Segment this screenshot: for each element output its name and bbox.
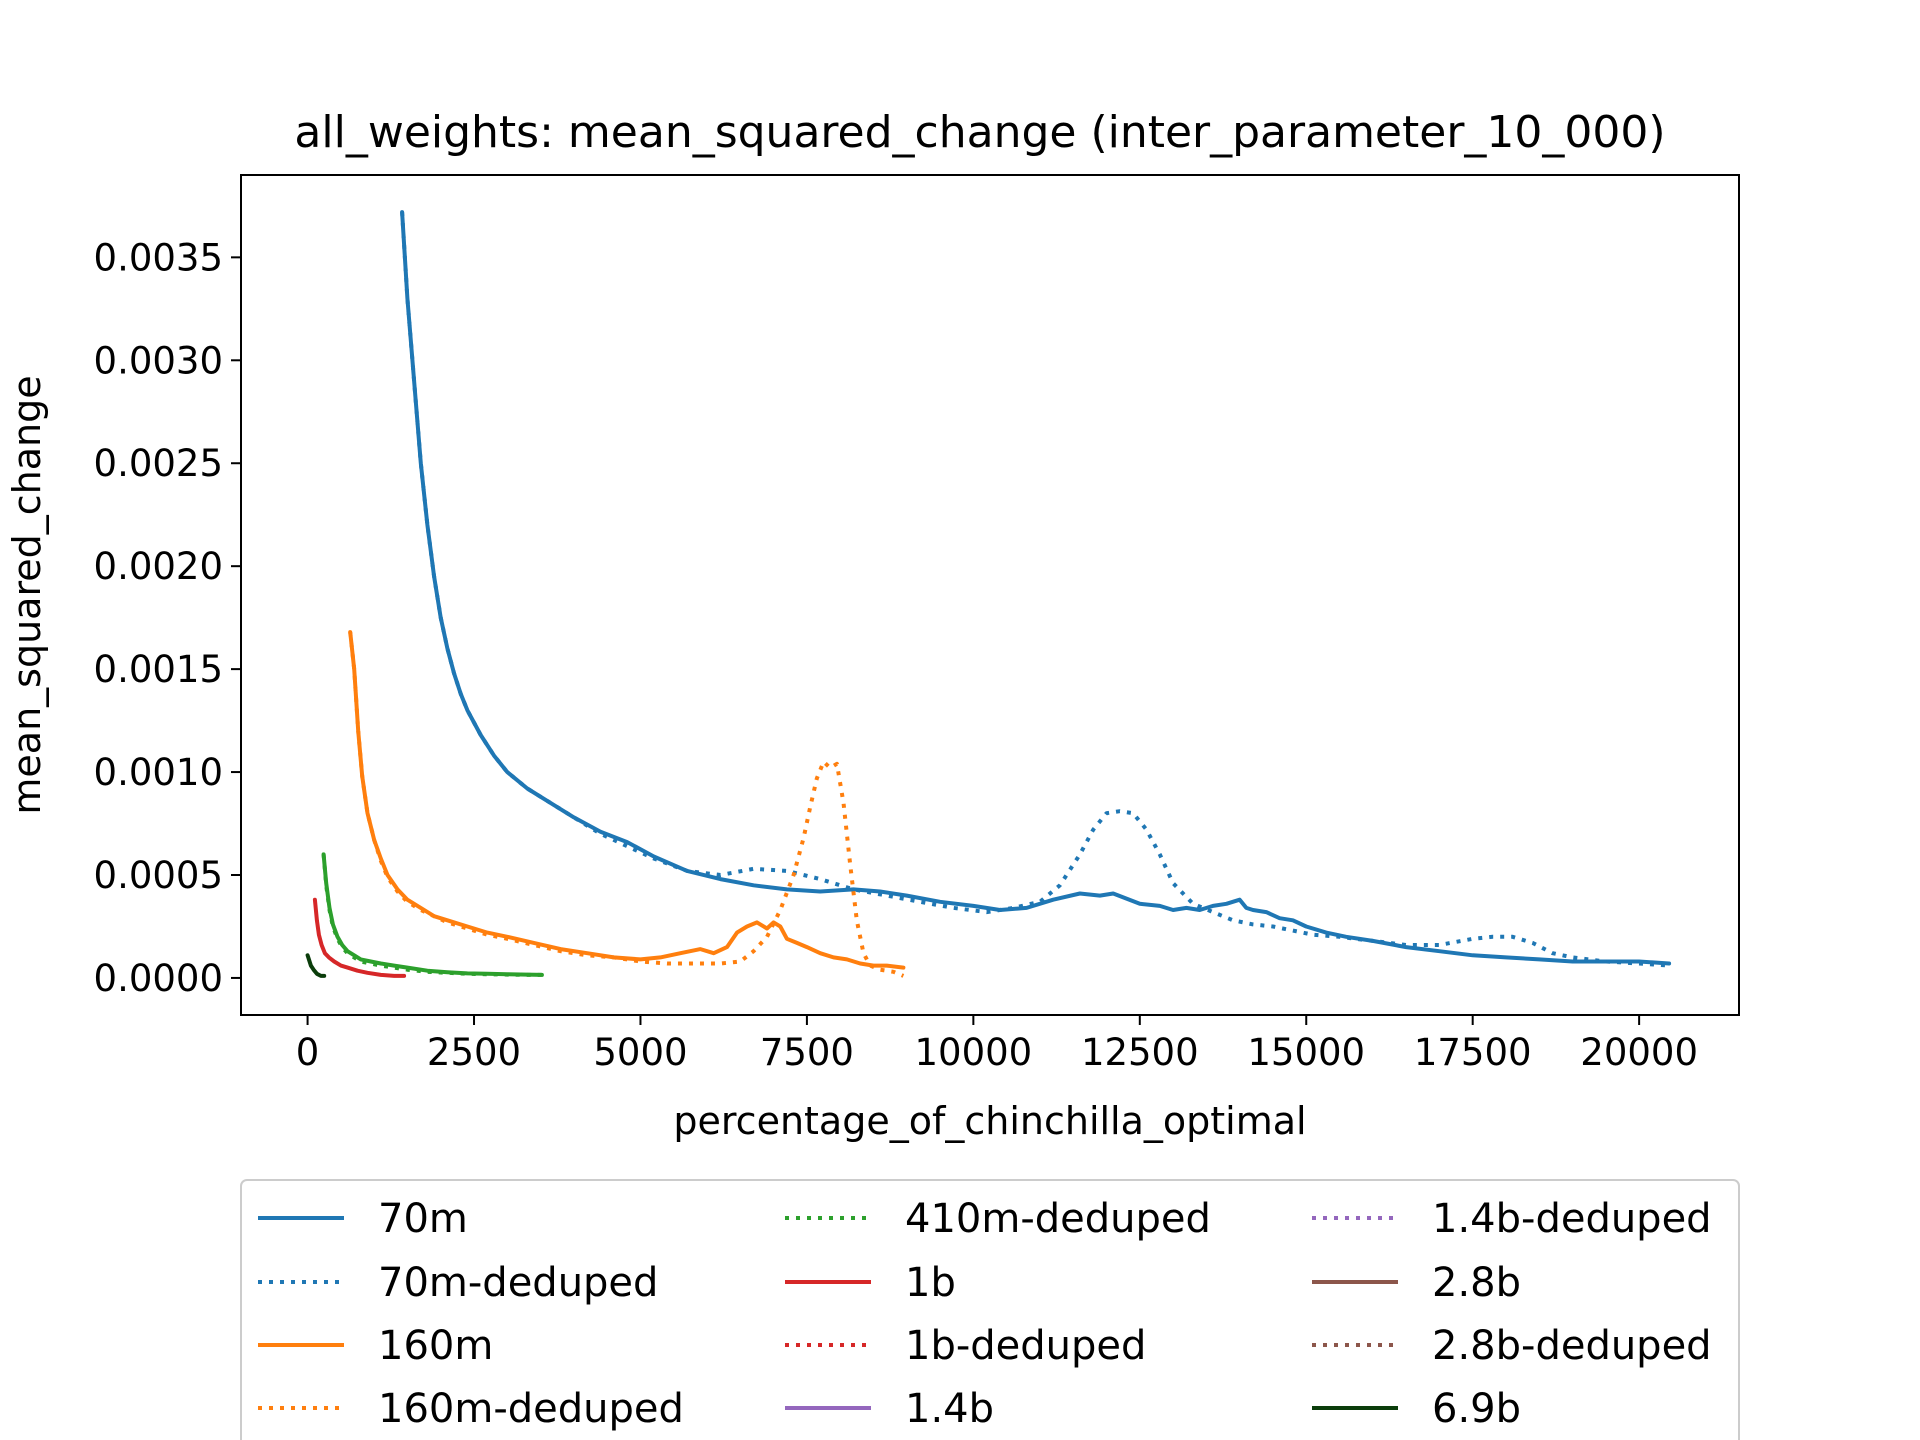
- y-tick-label: 0.0010: [94, 751, 223, 794]
- x-tick-label: 15000: [1247, 1031, 1365, 1074]
- x-tick-label: 2500: [427, 1031, 521, 1074]
- x-tick-label: 5000: [593, 1031, 687, 1074]
- legend-label: 1.4b: [905, 1386, 994, 1432]
- series-line-1b: [312, 897, 407, 978]
- x-tick-label: 10000: [915, 1031, 1033, 1074]
- legend-label: 410m-deduped: [905, 1196, 1211, 1242]
- y-tick-label: 0.0020: [94, 545, 223, 588]
- x-tick-label: 17500: [1414, 1031, 1532, 1074]
- y-axis-label: mean_squared_change: [5, 375, 49, 814]
- series-line-6-9b: [305, 953, 327, 978]
- series-line-70m: [400, 210, 1672, 966]
- y-tick-label: 0.0035: [94, 236, 223, 279]
- y-axis: 0.0000 0.0005 0.0010 0.0015 0.0020 0.0025 0.00…: [94, 236, 241, 1000]
- legend-label: 160m-deduped: [378, 1386, 684, 1432]
- legend-label: 2.8b-deduped: [1432, 1323, 1712, 1369]
- legend-box: [240, 1179, 1740, 1440]
- plot-frame: [240, 174, 1740, 1016]
- y-tick-label: 0.0030: [94, 339, 223, 382]
- x-axis-label: percentage_of_chinchilla_optimal: [673, 1099, 1306, 1143]
- y-tick-label: 0.0015: [94, 648, 223, 691]
- series-line-410m: [321, 852, 544, 977]
- y-tick-label: 0.0000: [94, 957, 223, 1000]
- x-tick-label: 12500: [1081, 1031, 1199, 1074]
- legend-label: 1b: [905, 1260, 956, 1306]
- chart-title: all_weights: mean_squared_change (inter_…: [294, 107, 1665, 158]
- x-tick-label: 0: [296, 1031, 320, 1074]
- x-tick-label: 7500: [760, 1031, 854, 1074]
- legend-label: 6.9b: [1432, 1386, 1521, 1432]
- y-tick-label: 0.0025: [94, 442, 223, 485]
- legend-label: 1b-deduped: [905, 1323, 1146, 1369]
- series-line-160m-deduped: [348, 631, 905, 978]
- legend-label: 2.8b: [1432, 1260, 1521, 1306]
- series-line-70m-deduped: [400, 211, 1670, 968]
- x-axis: 0 2500 5000 7500 10000 12500 15000 17500 20000: [296, 1015, 1698, 1074]
- legend-label: 70m: [378, 1196, 468, 1242]
- plot-area: [305, 210, 1672, 978]
- x-tick-label: 20000: [1580, 1031, 1698, 1074]
- legend-label: 70m-deduped: [378, 1260, 658, 1306]
- legend: 70m 70m-deduped 160m 160m-deduped 410m-dedup…: [240, 1179, 1740, 1440]
- legend-label: 160m: [378, 1323, 493, 1369]
- y-tick-label: 0.0005: [94, 854, 223, 897]
- legend-label: 1.4b-deduped: [1432, 1196, 1712, 1242]
